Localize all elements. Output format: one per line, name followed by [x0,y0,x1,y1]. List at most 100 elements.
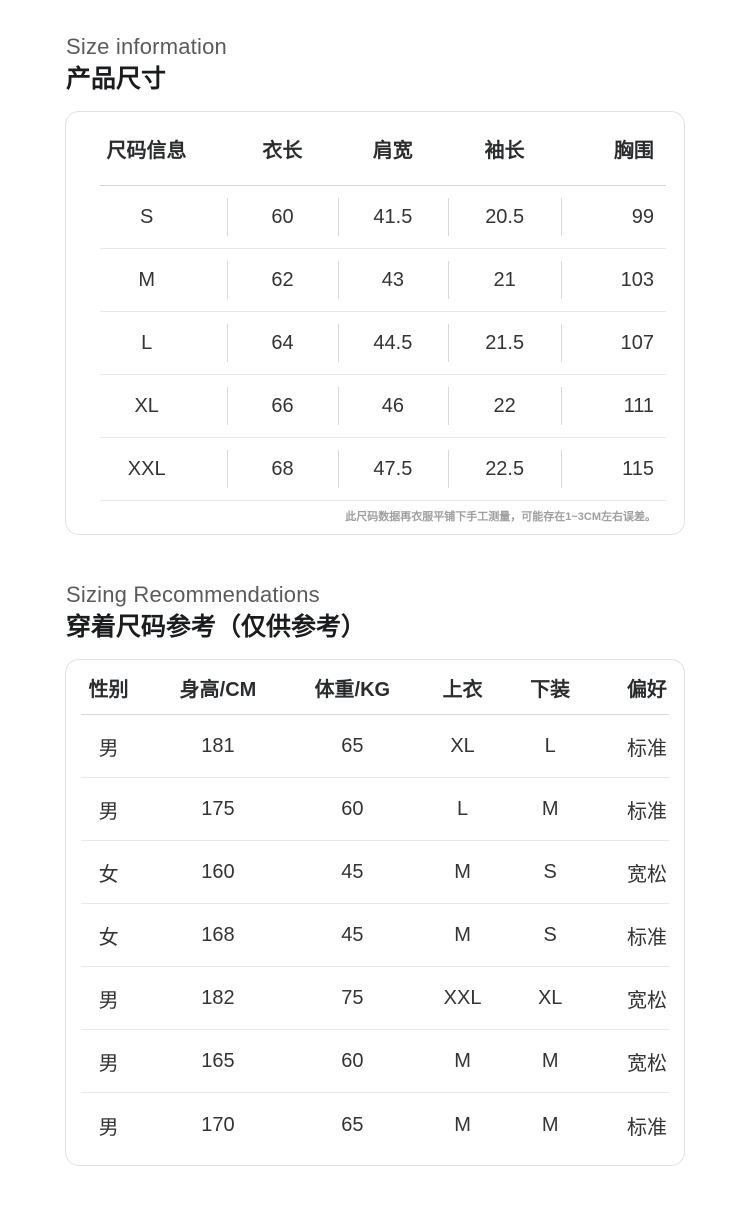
gender-value: 男 [81,1029,137,1093]
gender-value: 女 [81,903,137,967]
size-chart-col-size: 尺码信息 [100,112,228,186]
size-label: S [100,185,228,249]
fit-reference-row: 女 160 45 M S 宽松 [81,840,669,904]
top-size-value: XXL [404,966,521,1030]
gender-value: 男 [81,777,137,841]
gender-value: 男 [81,966,137,1030]
height-value: 160 [136,840,300,904]
fit-col-bottom: 下装 [520,660,581,715]
size-chart-col-chest: 胸围 [561,112,666,186]
size-chart-header-row: 尺码信息 衣长 肩宽 袖长 胸围 [100,112,666,186]
size-chart-col-sleeve: 袖长 [448,112,562,186]
shoulder-value: 44.5 [337,311,449,375]
height-value: 170 [201,1113,235,1136]
sleeve-value: 22.5 [448,437,562,501]
fit-col-top: 上衣 [404,660,521,715]
measurement-disclaimer: 此尺码数据再衣服平铺下手工测量，可能存在1~3CM左右误差。 [345,511,656,523]
section2-title-en: Sizing Recommendations [66,582,320,607]
shoulder-value: 47.5 [337,437,449,501]
bottom-size-value: S [520,840,581,904]
weight-value: 65 [299,714,405,778]
gender-value: 男 [81,714,137,778]
fit-reference-row: 男 175 60 L M 标准 [81,777,669,841]
size-chart-row-xl: XL 66 46 22 111 [100,374,666,438]
size-label: L [100,311,228,375]
bottom-size-value: M [520,777,581,841]
weight-value: 65 [341,1113,364,1136]
preference-value: 宽松 [580,966,669,1030]
fit-reference-row: 男 170 65 M M 标准 [81,1093,669,1158]
top-size-value: M [404,840,521,904]
fit-reference-row: 男 165 60 M M 宽松 [81,1029,669,1093]
top-size-value: M [404,903,521,967]
size-chart-row-xxl: XXL 68 47.5 22.5 115 [100,437,666,501]
height-value: 175 [136,777,300,841]
preference-value: 标准 [580,777,669,841]
bottom-size-value: M [520,1029,581,1093]
chest-value: 99 [561,185,666,249]
weight-value: 45 [299,903,405,967]
shoulder-value: 41.5 [337,185,449,249]
section1-header: Size information 产品尺寸 [66,34,685,95]
size-label: M [100,248,228,312]
chest-value: 111 [561,374,666,438]
height-value: 181 [136,714,300,778]
height-value: 168 [136,903,300,967]
preference-value: 标准 [627,1116,667,1139]
sleeve-value: 22 [448,374,562,438]
size-label: XXL [100,437,228,501]
length-value: 68 [227,437,338,501]
top-size-value: M [404,1029,521,1093]
chest-value: 115 [561,437,666,501]
size-chart-table: 尺码信息 衣长 肩宽 袖长 胸围 S 60 41.5 20.5 99 M 62 [100,112,666,501]
fit-reference-row: 男 182 75 XXL XL 宽松 [81,966,669,1030]
size-chart-row-m: M 62 43 21 103 [100,248,666,312]
bottom-size-value: L [520,714,581,778]
shoulder-value: 43 [337,248,449,312]
top-size-value: XL [404,714,521,778]
bottom-size-value: XL [520,966,581,1030]
shoulder-value: 46 [337,374,449,438]
weight-value: 60 [299,777,405,841]
section1-title-en: Size information [66,34,227,59]
weight-value: 45 [299,840,405,904]
preference-value: 宽松 [580,840,669,904]
size-chart-col-length: 衣长 [227,112,338,186]
fit-col-height: 身高/CM [136,660,300,715]
length-value: 60 [227,185,338,249]
size-chart-col-shoulder: 肩宽 [337,112,449,186]
bottom-size-value: S [520,903,581,967]
preference-value: 标准 [580,903,669,967]
size-chart-card: 尺码信息 衣长 肩宽 袖长 胸围 S 60 41.5 20.5 99 M 62 [65,111,685,535]
size-chart-row-s: S 60 41.5 20.5 99 [100,185,666,249]
fit-reference-row: 男 181 65 XL L 标准 [81,714,669,778]
section2-header: Sizing Recommendations 穿着尺码参考（仅供参考） [66,582,685,643]
section1-title-zh: 产品尺寸 [66,65,167,93]
weight-value: 60 [299,1029,405,1093]
section2-title-zh: 穿着尺码参考（仅供参考） [66,613,367,641]
weight-value: 75 [299,966,405,1030]
preference-value: 标准 [580,714,669,778]
fit-reference-row: 女 168 45 M S 标准 [81,903,669,967]
gender-value: 女 [81,840,137,904]
sleeve-value: 21.5 [448,311,562,375]
fit-reference-table: 性别 身高/CM 体重/KG 上衣 下装 偏好 男 181 65 XL L 标准 [81,660,669,1157]
length-value: 66 [227,374,338,438]
fit-col-gender: 性别 [81,660,137,715]
top-size-value: M [454,1113,471,1136]
chest-value: 103 [561,248,666,312]
bottom-size-value: M [541,1113,559,1136]
length-value: 62 [227,248,338,312]
gender-value: 男 [98,1116,119,1139]
size-label: XL [100,374,228,438]
fit-col-weight: 体重/KG [299,660,405,715]
top-size-value: L [404,777,521,841]
sleeve-value: 21 [448,248,562,312]
sleeve-value: 20.5 [448,185,562,249]
preference-value: 宽松 [580,1029,669,1093]
fit-col-preference: 偏好 [580,660,669,715]
height-value: 165 [136,1029,300,1093]
fit-reference-card: 性别 身高/CM 体重/KG 上衣 下装 偏好 男 181 65 XL L 标准 [65,659,685,1166]
fit-reference-header-row: 性别 身高/CM 体重/KG 上衣 下装 偏好 [81,660,669,715]
